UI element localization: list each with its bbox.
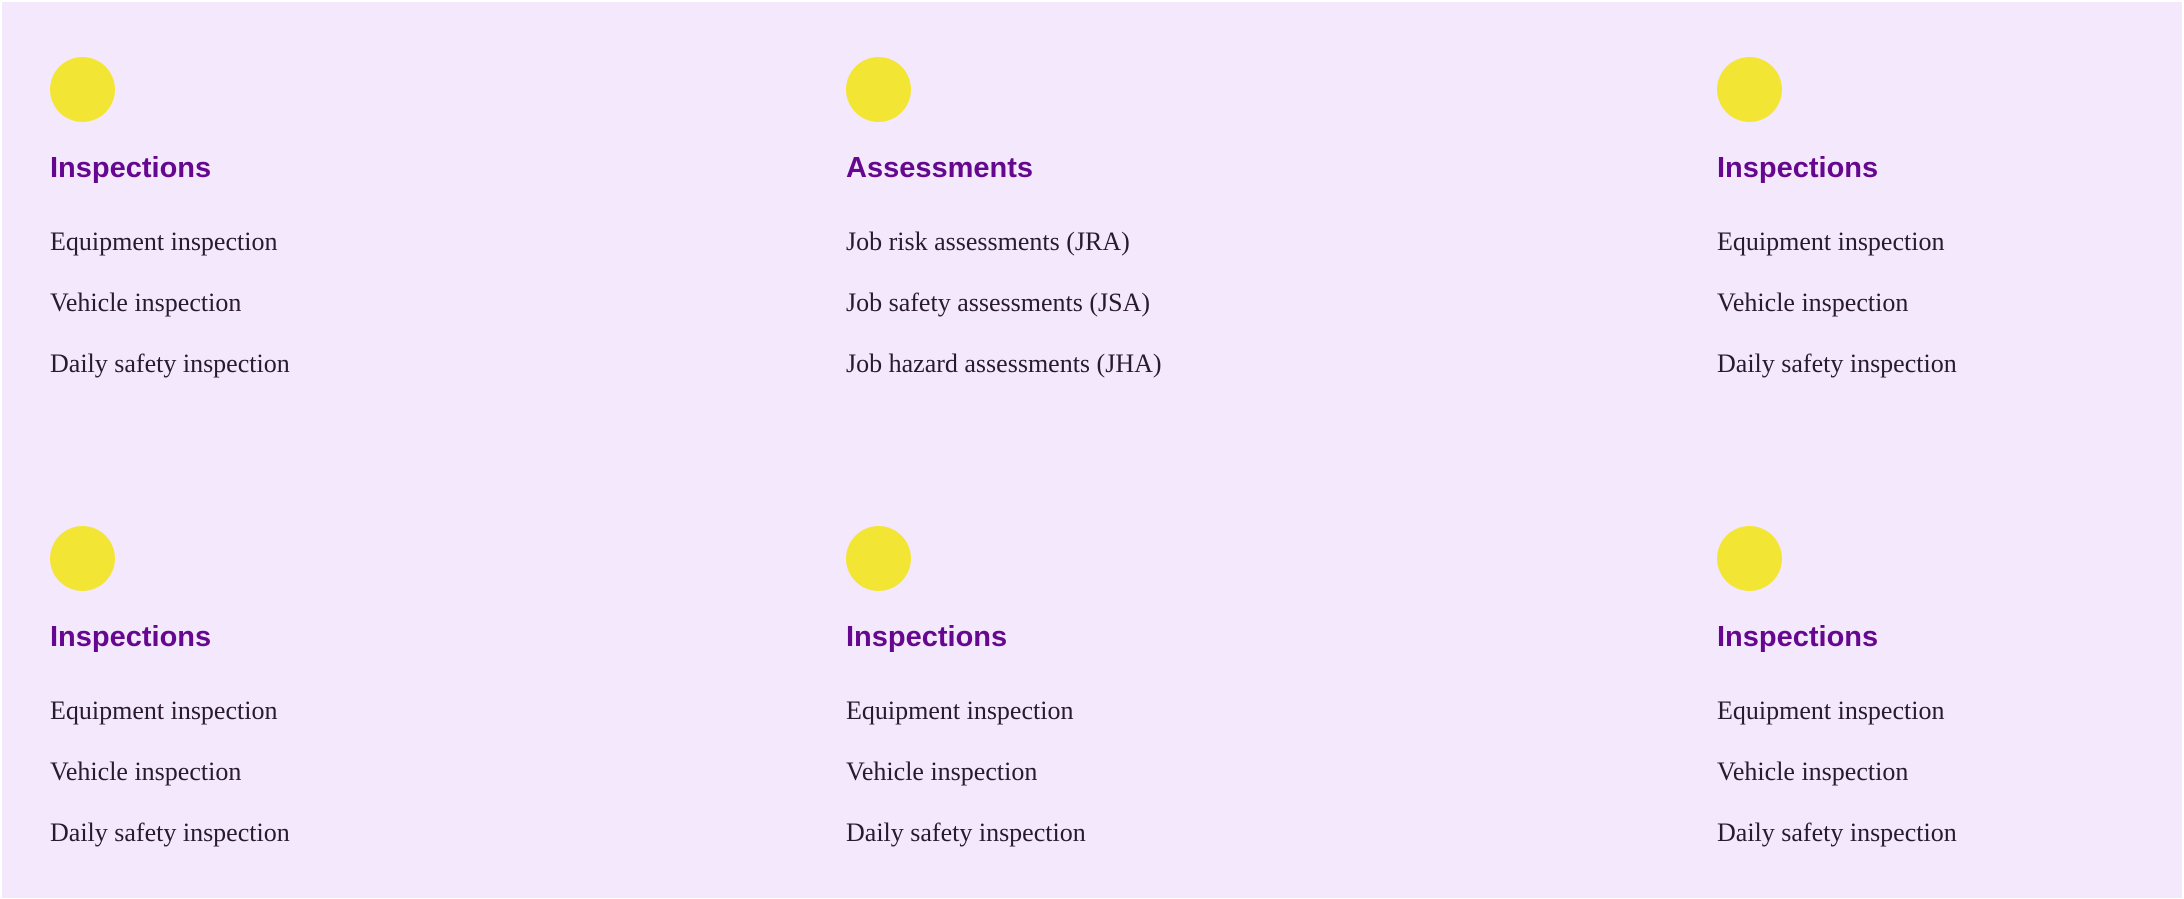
list-item: Vehicle inspection xyxy=(50,288,242,317)
list-item: Vehicle inspection xyxy=(1717,757,1909,786)
list-item: Equipment inspection xyxy=(50,227,278,256)
card-title: Inspections xyxy=(1717,152,1879,184)
list-item: Equipment inspection xyxy=(50,696,278,725)
list-item: Daily safety inspection xyxy=(846,818,1086,847)
list-item: Job safety assessments (JSA) xyxy=(846,288,1151,317)
list-item: Daily safety inspection xyxy=(1717,349,1957,378)
yellow-circle-icon xyxy=(50,57,115,122)
card-item-list: Equipment inspection Vehicle inspection … xyxy=(846,696,1086,879)
list-item: Equipment inspection xyxy=(846,696,1074,725)
card-title: Inspections xyxy=(1717,621,1879,653)
list-item: Job hazard assessments (JHA) xyxy=(846,349,1162,378)
card-title: Inspections xyxy=(846,621,1008,653)
list-item: Job risk assessments (JRA) xyxy=(846,227,1130,256)
card-title: Inspections xyxy=(50,152,212,184)
yellow-circle-icon xyxy=(846,526,911,591)
yellow-circle-icon xyxy=(50,526,115,591)
list-item: Vehicle inspection xyxy=(1717,288,1909,317)
card-title: Assessments xyxy=(846,152,1033,184)
card-item-list: Equipment inspection Vehicle inspection … xyxy=(50,696,290,879)
card-item-list: Equipment inspection Vehicle inspection … xyxy=(1717,227,1957,410)
list-item: Vehicle inspection xyxy=(50,757,242,786)
card-title: Inspections xyxy=(50,621,212,653)
list-item: Daily safety inspection xyxy=(50,818,290,847)
list-item: Daily safety inspection xyxy=(50,349,290,378)
yellow-circle-icon xyxy=(846,57,911,122)
card-item-list: Equipment inspection Vehicle inspection … xyxy=(1717,696,1957,879)
card-item-list: Equipment inspection Vehicle inspection … xyxy=(50,227,290,410)
yellow-circle-icon xyxy=(1717,57,1782,122)
list-item: Daily safety inspection xyxy=(1717,818,1957,847)
card-item-list: Job risk assessments (JRA) Job safety as… xyxy=(846,227,1162,410)
list-item: Vehicle inspection xyxy=(846,757,1038,786)
list-item: Equipment inspection xyxy=(1717,696,1945,725)
list-item: Equipment inspection xyxy=(1717,227,1945,256)
yellow-circle-icon xyxy=(1717,526,1782,591)
